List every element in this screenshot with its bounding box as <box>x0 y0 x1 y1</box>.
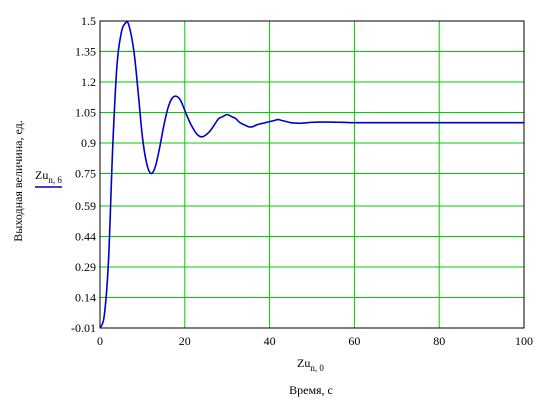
y-tick-label: 0.59 <box>75 199 96 213</box>
x-tick-label: 60 <box>348 334 360 348</box>
y-tick-label: 0.44 <box>75 230 96 244</box>
y-tick-label: 1.5 <box>81 14 96 28</box>
x-variable-label: Zun, 0 <box>297 356 324 373</box>
grid <box>100 21 524 328</box>
x-tick-label: 100 <box>515 334 533 348</box>
x-tick-label: 80 <box>433 334 445 348</box>
y-tick-label: -0.01 <box>71 321 96 335</box>
x-axis-label: Время, с <box>289 383 333 397</box>
y-tick-label: 0.14 <box>75 291 96 305</box>
legend: Zun, 6 <box>35 168 62 188</box>
x-tick-label: 40 <box>264 334 276 348</box>
y-tick-label: 1.2 <box>81 75 96 89</box>
series-line <box>99 20 524 329</box>
x-tick-label: 0 <box>97 334 103 348</box>
y-tick-label: 0.75 <box>75 166 96 180</box>
y-tick-label: 1.35 <box>75 44 96 58</box>
x-axis-ticks: 0 20 40 60 80 100 <box>97 334 533 348</box>
y-axis-ticks: -0.01 0.14 0.29 0.44 0.59 0.75 0.9 1.05 1.2 1.35 1… <box>71 14 96 335</box>
x-tick-label: 20 <box>179 334 191 348</box>
y-tick-label: 1.05 <box>75 105 96 119</box>
y-tick-label: 0.29 <box>75 260 96 274</box>
plot-frame <box>99 20 525 329</box>
legend-label: Zun, 6 <box>35 168 62 185</box>
y-axis-label: Выходная величина, ед. <box>11 120 25 241</box>
y-tick-label: 0.9 <box>81 136 96 150</box>
